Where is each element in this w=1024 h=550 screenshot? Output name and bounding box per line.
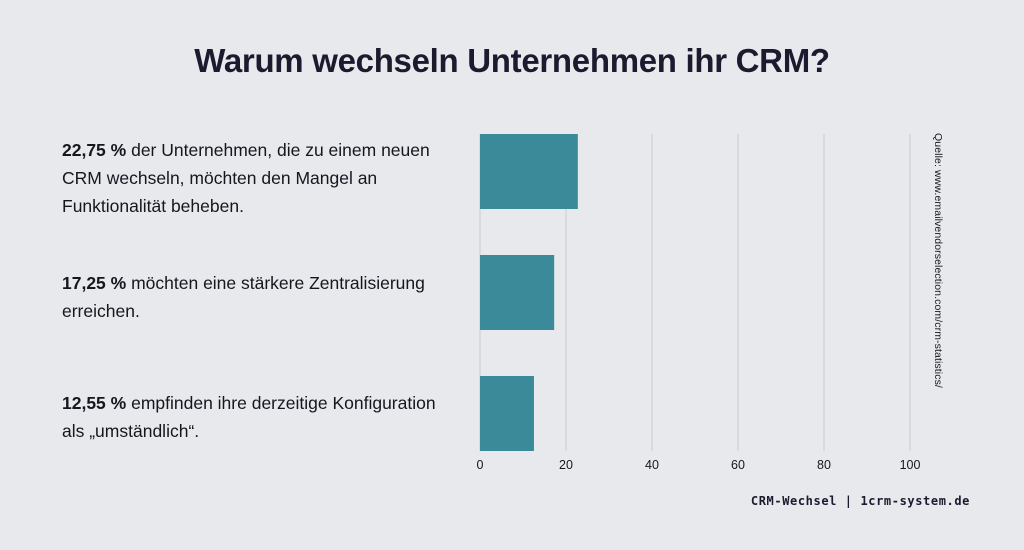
bar-label-2-value: 17,25 % (62, 273, 127, 293)
bar-label-3: 12,55 % empfinden ihre derzeitige Konfig… (62, 389, 462, 445)
x-tick-label-100: 100 (900, 458, 921, 472)
bar-label-2-text: möchten eine stärkere Zentralisierung er… (62, 273, 425, 321)
bar-label-1-value: 22,75 % (62, 140, 127, 160)
x-tick-label-80: 80 (817, 458, 831, 472)
bar-2 (480, 255, 555, 330)
bar-label-2: 17,25 % möchten eine stärkere Zentralisi… (62, 269, 462, 325)
bar-1 (480, 134, 578, 209)
x-tick-label-20: 20 (559, 458, 573, 472)
bar-label-1-text: der Unternehmen, die zu einem neuen CRM … (62, 140, 430, 216)
bar-label-3-text: empfinden ihre derzeitige Konfiguration … (62, 393, 436, 441)
bar-3 (480, 376, 534, 451)
x-tick-label-60: 60 (731, 458, 745, 472)
chart-title: Warum wechseln Unternehmen ihr CRM? (194, 42, 830, 79)
bar-label-3-value: 12,55 % (62, 393, 127, 413)
bar-label-1: 22,75 % der Unternehmen, die zu einem ne… (62, 136, 462, 220)
footer-credit: CRM-Wechsel | 1crm-system.de (750, 494, 970, 508)
source-note: Quelle: www.emailvendorselection.com/crm… (932, 133, 944, 388)
x-tick-label-0: 0 (477, 458, 484, 472)
x-tick-label-40: 40 (645, 458, 659, 472)
